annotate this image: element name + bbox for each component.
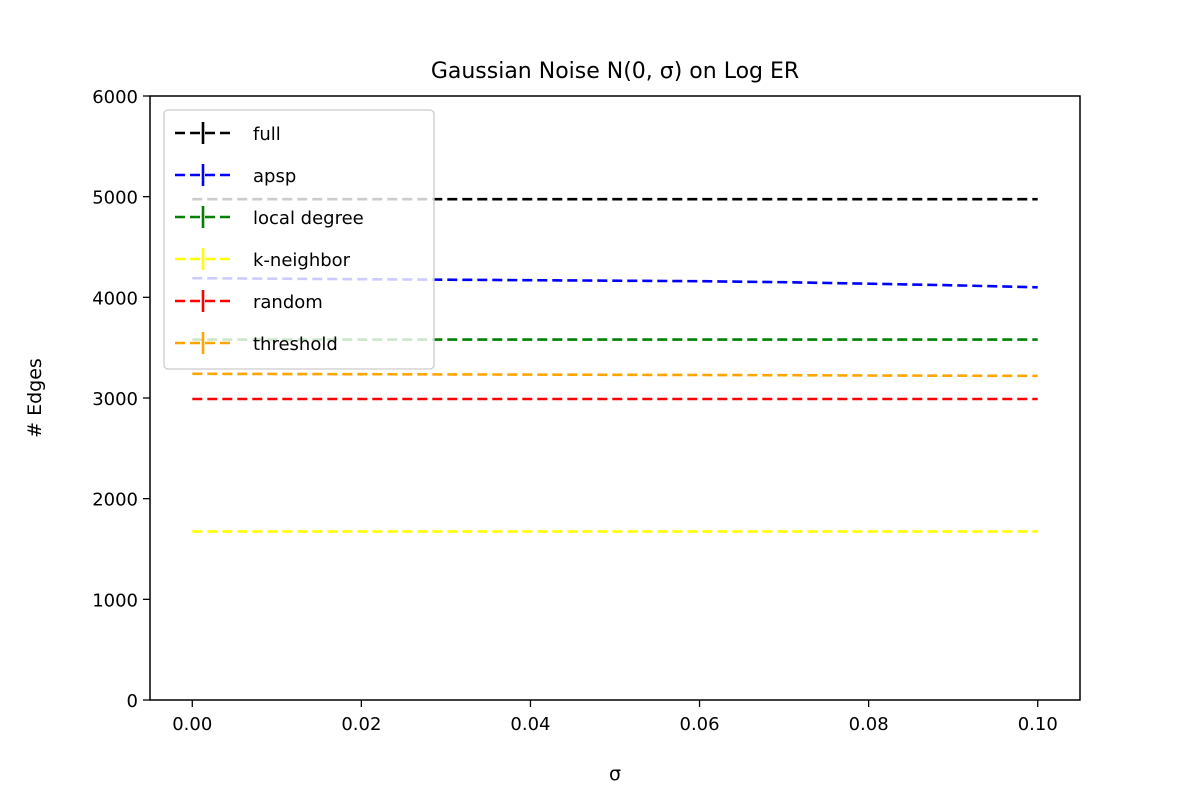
legend-label: full	[253, 124, 281, 145]
y-tick-label: 4000	[92, 288, 138, 309]
legend-entry-random: random	[175, 290, 323, 313]
legend-entry-k-neighbor: k-neighbor	[175, 248, 351, 271]
x-tick-label: 0.08	[849, 714, 889, 735]
x-tick-label: 0.00	[172, 714, 212, 735]
chart-title: Gaussian Noise N(0, σ) on Log ER	[431, 59, 799, 84]
y-tick-label: 6000	[92, 87, 138, 108]
y-tick-label: 2000	[92, 490, 138, 511]
y-tick-label: 1000	[92, 590, 138, 611]
y-tick-label: 0	[127, 691, 138, 712]
x-tick-label: 0.02	[341, 714, 381, 735]
y-tick-label: 3000	[92, 389, 138, 410]
legend-entry-apsp: apsp	[175, 164, 296, 187]
legend-entry-threshold: threshold	[175, 332, 338, 355]
y-axis-label: # Edges	[24, 358, 46, 438]
y-tick-label: 5000	[92, 188, 138, 209]
legend-box	[163, 109, 435, 370]
legend-entry-full: full	[175, 122, 281, 145]
series-line-threshold	[192, 372, 1038, 378]
x-tick-label: 0.06	[680, 714, 720, 735]
y-axis: 0 1000 2000 3000 4000 5000 6000	[92, 87, 150, 712]
x-tick-label: 0.04	[510, 714, 550, 735]
legend-label: local degree	[253, 208, 364, 229]
legend-entry-local-degree: local degree	[175, 206, 364, 229]
legend: full apsp local degree k-neighbor random thre…	[163, 109, 435, 370]
x-axis-label: σ	[609, 763, 621, 785]
legend-label: apsp	[253, 166, 296, 187]
x-tick-label: 0.10	[1018, 714, 1058, 735]
x-axis: 0.00 0.02 0.04 0.06 0.08 0.10	[172, 700, 1058, 735]
legend-label: k-neighbor	[253, 250, 351, 271]
legend-label: random	[253, 292, 323, 313]
legend-label: threshold	[253, 334, 338, 355]
